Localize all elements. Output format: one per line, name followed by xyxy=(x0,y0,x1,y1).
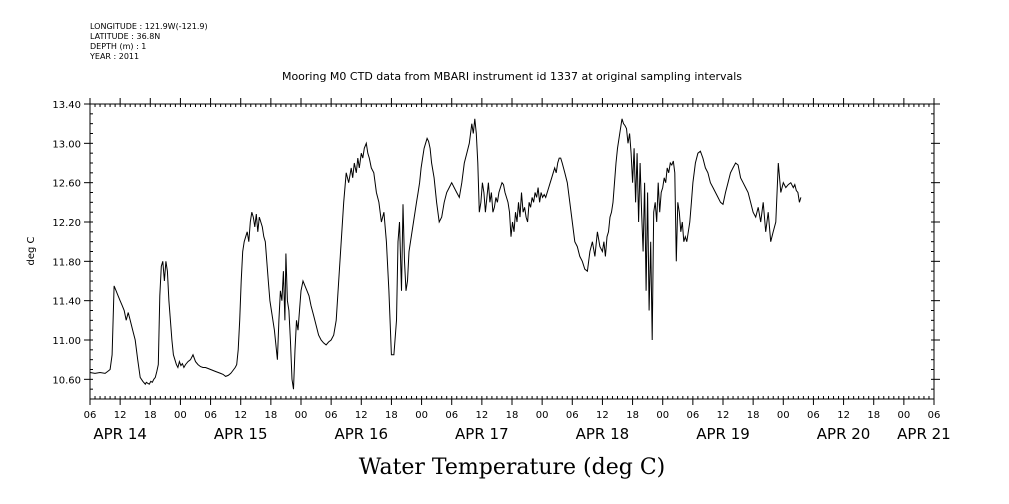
y-tick-label: 12.20 xyxy=(52,218,81,229)
longitude-text: LONGITUDE : 121.9W(-121.9) xyxy=(90,22,208,31)
y-tick-label: 10.60 xyxy=(52,375,81,386)
x-tick-label: 12 xyxy=(355,410,368,421)
y-tick-label: 11.40 xyxy=(52,297,81,308)
y-tick-label: 13.40 xyxy=(52,100,81,111)
x-tick-label: 00 xyxy=(174,410,187,421)
x-tick-label: 00 xyxy=(897,410,910,421)
temperature-series-line xyxy=(89,118,802,390)
y-ticks: 10.60 11.00 11.40 11.80 12.20 12.60 13.00 13.40 xyxy=(52,100,940,386)
x-tick-label: 06 xyxy=(928,410,941,421)
depth-text: DEPTH (m) : 1 xyxy=(90,42,147,51)
x-tick-label: 00 xyxy=(777,410,790,421)
y-tick-label: 11.80 xyxy=(52,257,81,268)
x-tick-label: 12 xyxy=(837,410,850,421)
x-tick-label: 06 xyxy=(84,410,97,421)
x-tick-label: 18 xyxy=(747,410,760,421)
year-text: YEAR : 2011 xyxy=(90,52,140,61)
x-tick-label: 06 xyxy=(807,410,820,421)
x-tick-label: 00 xyxy=(415,410,428,421)
x-tick-label: 00 xyxy=(536,410,549,421)
day-labels: APR 14 APR 15 APR 16 APR 17 APR 18 APR 19 APR … xyxy=(93,425,950,443)
y-tick-label: 13.00 xyxy=(52,139,81,150)
x-tick-label: 06 xyxy=(566,410,579,421)
x-tick-label: 00 xyxy=(656,410,669,421)
x-tick-label: 12 xyxy=(596,410,609,421)
x-ticks: 06 12 18 00 06 12 18 00 06 12 18 00 06 12 18 00 06 12 18 00… xyxy=(84,98,941,421)
day-label: APR 17 xyxy=(455,425,509,443)
latitude-text: LATITUDE : 36.8N xyxy=(90,32,161,41)
x-tick-label: 06 xyxy=(325,410,338,421)
x-tick-label: 06 xyxy=(204,410,217,421)
x-tick-label: 06 xyxy=(445,410,458,421)
metadata-block: LONGITUDE : 121.9W(-121.9) LATITUDE : 36… xyxy=(90,22,208,62)
x-tick-label: 18 xyxy=(264,410,277,421)
day-label: APR 18 xyxy=(576,425,630,443)
bottom-title: Water Temperature (deg C) xyxy=(359,455,666,480)
x-tick-label: 12 xyxy=(114,410,127,421)
x-tick-label: 18 xyxy=(144,410,157,421)
day-label: APR 16 xyxy=(334,425,388,443)
x-tick-label: 18 xyxy=(626,410,639,421)
chart-title: Mooring M0 CTD data from MBARI instrumen… xyxy=(282,70,742,83)
x-tick-label: 18 xyxy=(867,410,880,421)
x-tick-label: 12 xyxy=(475,410,488,421)
day-label: APR 15 xyxy=(214,425,268,443)
y-tick-label: 12.60 xyxy=(52,179,81,190)
day-label: APR 14 xyxy=(93,425,147,443)
x-tick-label: 18 xyxy=(385,410,398,421)
x-tick-label: 12 xyxy=(717,410,730,421)
minor-ticks xyxy=(89,103,935,400)
day-label: APR 21 xyxy=(897,425,951,443)
x-tick-label: 06 xyxy=(686,410,699,421)
x-tick-label: 00 xyxy=(295,410,308,421)
y-axis-label: deg C xyxy=(26,236,37,265)
day-label: APR 19 xyxy=(696,425,750,443)
day-label: APR 20 xyxy=(817,425,871,443)
x-tick-label: 12 xyxy=(234,410,247,421)
plot-frame xyxy=(89,103,935,400)
x-tick-label: 18 xyxy=(506,410,519,421)
y-tick-label: 11.00 xyxy=(52,336,81,347)
